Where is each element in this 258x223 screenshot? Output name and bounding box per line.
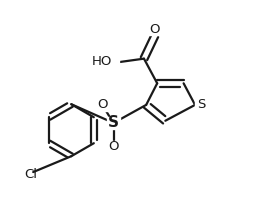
Bar xyxy=(108,141,119,153)
Bar xyxy=(104,56,119,68)
Text: HO: HO xyxy=(92,56,112,68)
Bar xyxy=(149,24,160,35)
Text: O: O xyxy=(108,140,119,153)
Text: O: O xyxy=(97,98,107,112)
Bar xyxy=(195,99,208,111)
Text: O: O xyxy=(150,23,160,36)
Text: S: S xyxy=(108,116,119,130)
Text: S: S xyxy=(197,98,206,112)
Text: Cl: Cl xyxy=(25,168,37,181)
Bar xyxy=(107,117,120,129)
Bar xyxy=(96,99,108,111)
